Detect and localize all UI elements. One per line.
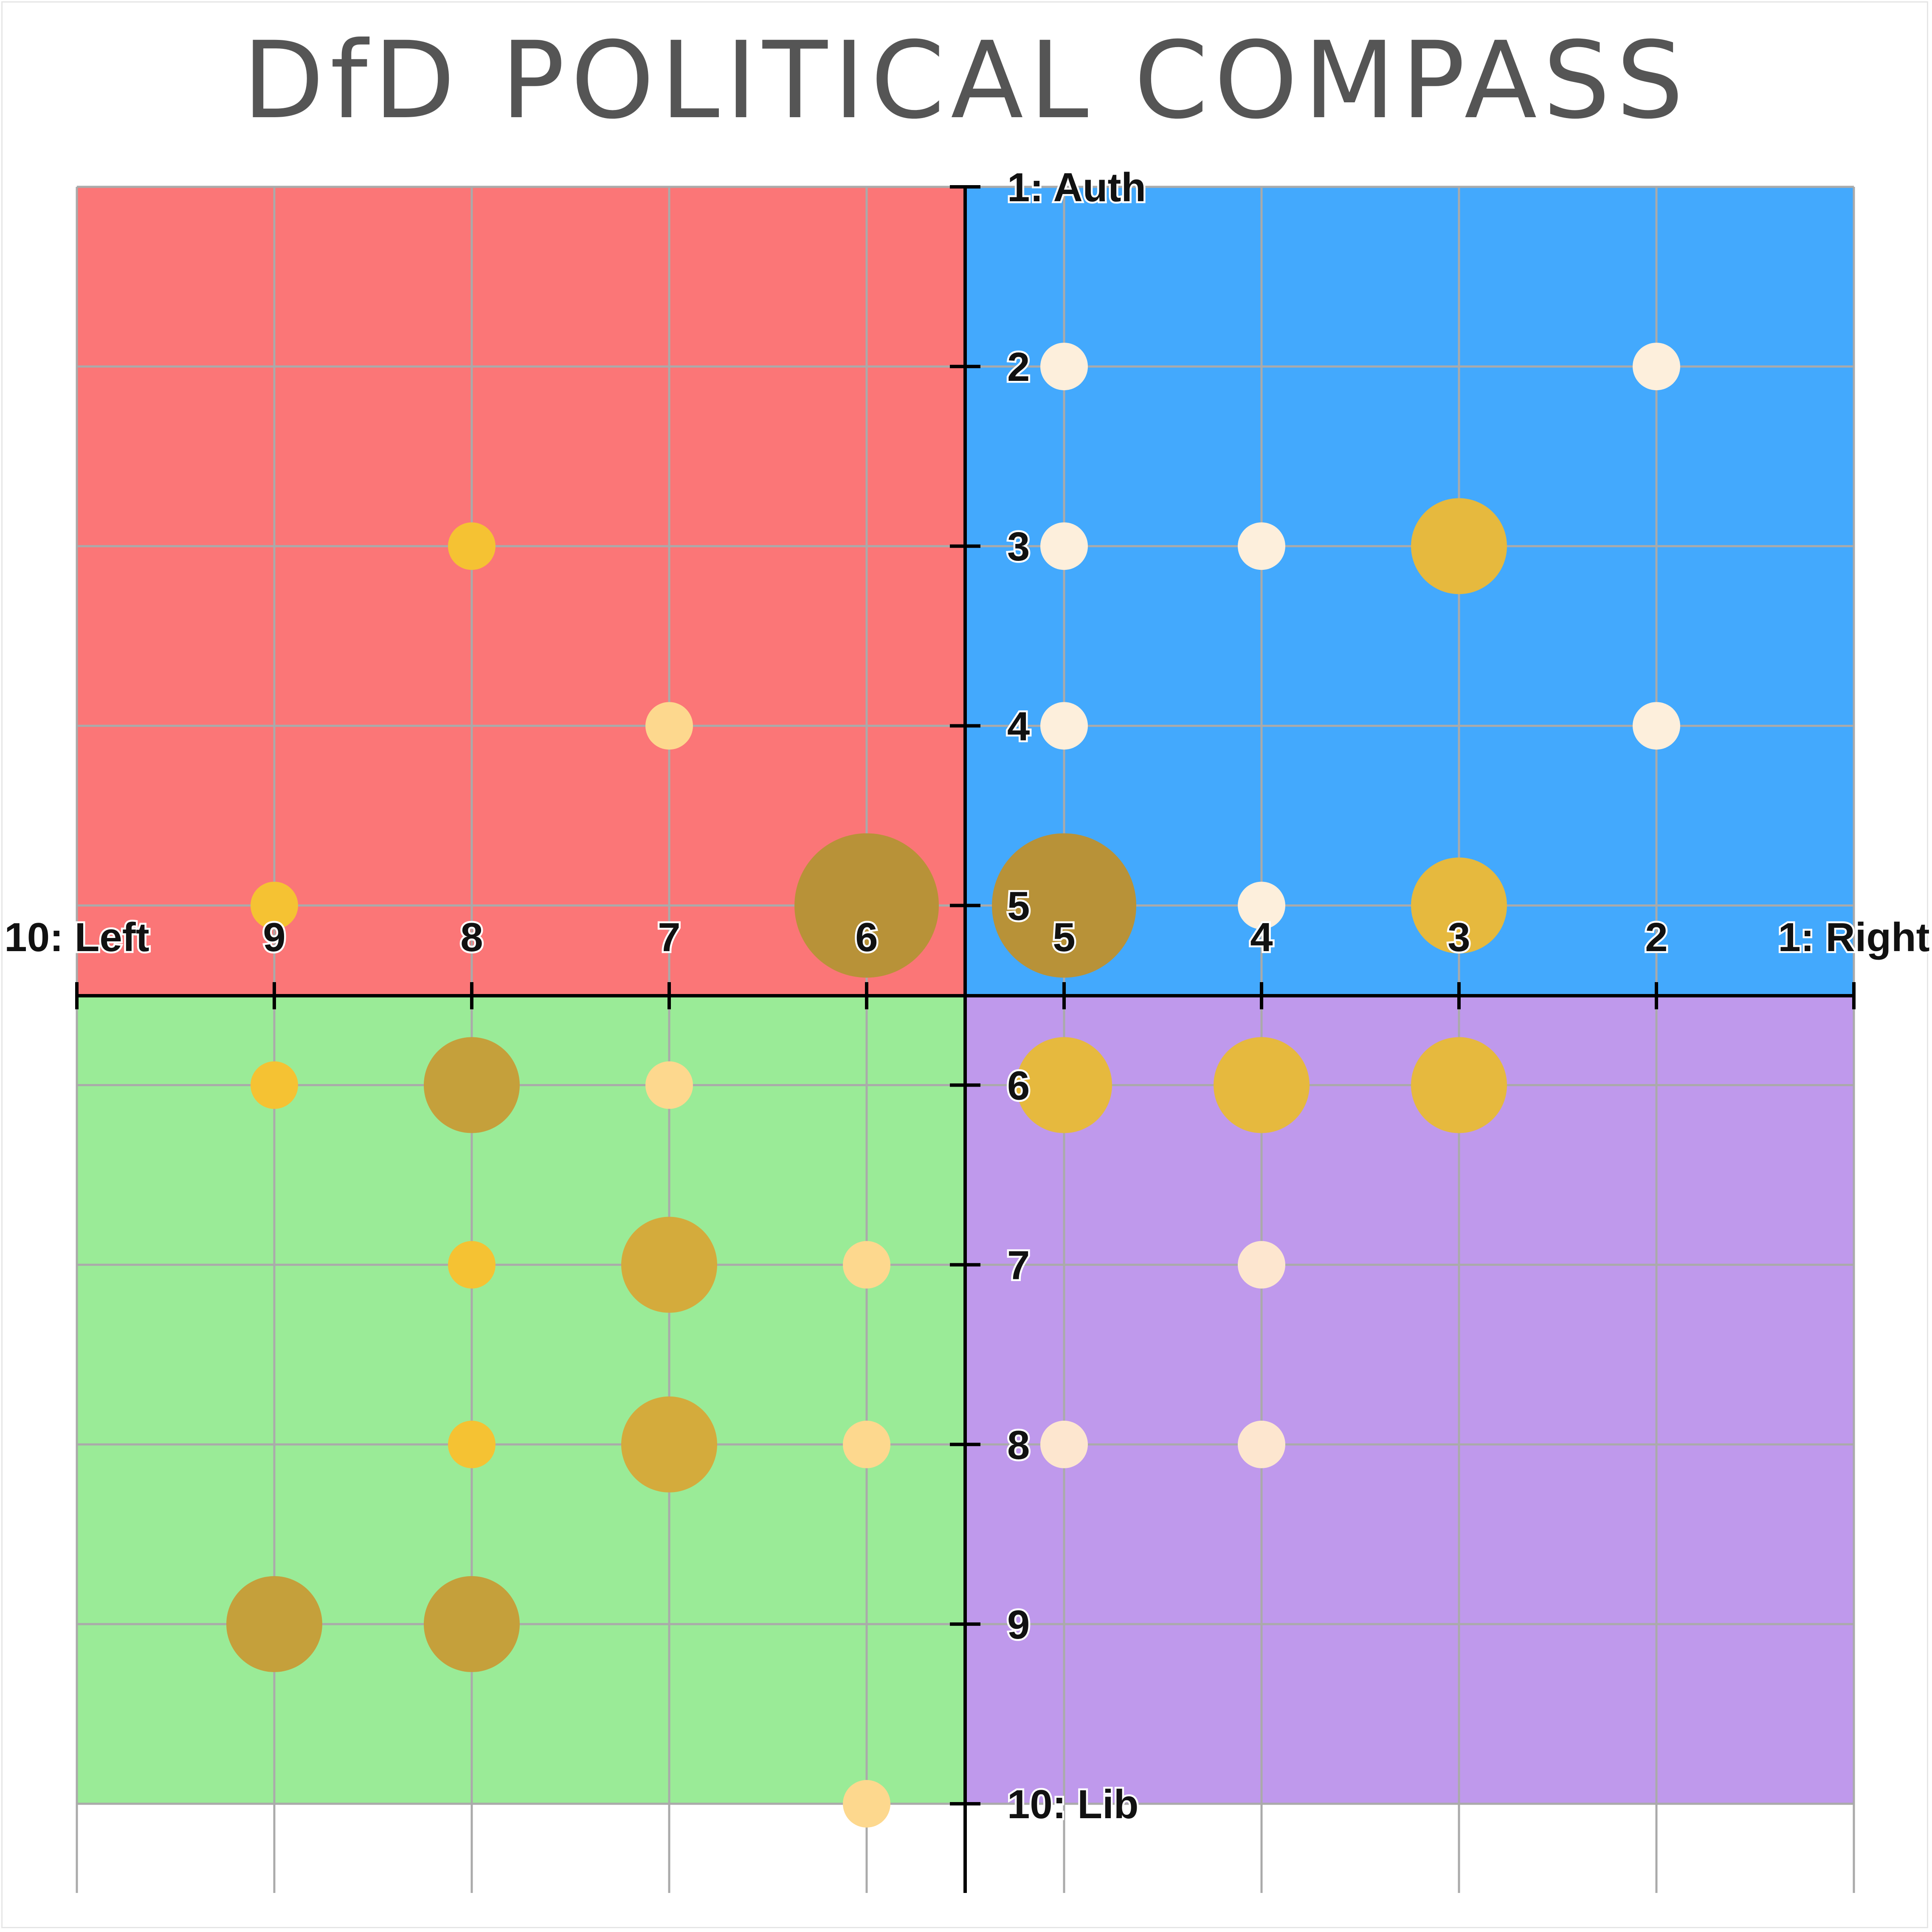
chart-title: DfD POLITICAL COMPASS: [242, 19, 1690, 142]
data-point: [794, 833, 939, 978]
data-point: [251, 1061, 298, 1109]
x-tick-label: 5: [1053, 915, 1075, 960]
data-point: [448, 1420, 496, 1468]
data-point: [226, 1576, 322, 1672]
data-point: [1411, 498, 1507, 594]
x-tick-label: 1: Right: [1778, 915, 1929, 960]
data-point: [1016, 1037, 1112, 1133]
data-point: [1214, 1037, 1310, 1133]
data-point: [1238, 1241, 1285, 1289]
y-tick-label: 7: [1007, 1243, 1030, 1288]
y-tick-label: 10: Lib: [1007, 1782, 1138, 1827]
y-tick-label: 9: [1007, 1602, 1030, 1648]
data-point: [645, 702, 693, 750]
data-point: [1411, 1037, 1507, 1133]
data-point: [1040, 343, 1088, 391]
x-tick-label: 10: Left: [4, 915, 149, 960]
y-tick-label: 5: [1007, 883, 1030, 929]
data-point: [1238, 1420, 1285, 1468]
data-point: [621, 1396, 717, 1493]
axis-layer: [75, 185, 1856, 1893]
data-point: [448, 1241, 496, 1289]
x-tick-label: 4: [1250, 915, 1273, 960]
quadrant-lib-left: [77, 996, 965, 1804]
data-point: [843, 1780, 890, 1828]
data-point: [843, 1420, 890, 1468]
data-point: [621, 1217, 717, 1313]
x-tick-label: 8: [460, 915, 483, 960]
quadrant-layer: [77, 187, 1854, 1804]
x-tick-label: 6: [855, 915, 878, 960]
y-tick-label: 1: Auth: [1007, 165, 1146, 210]
quadrant-lib-right: [965, 996, 1854, 1804]
data-point: [1238, 522, 1285, 570]
data-point: [1411, 857, 1507, 954]
data-point: [1040, 1420, 1088, 1468]
bubble-layer: [226, 343, 1680, 1828]
x-tick-label: 2: [1645, 915, 1667, 960]
y-tick-label: 6: [1007, 1063, 1030, 1109]
x-tick-label: 9: [263, 915, 285, 960]
label-layer: 10: Left 9 8 7 6 5 4 3 2 1: Right 1: Auth 2 3 4 5 6 7 8 9 1…: [3, 163, 1932, 1829]
data-point: [251, 882, 298, 929]
y-tick-label: 8: [1007, 1422, 1030, 1468]
data-point: [645, 1061, 693, 1109]
data-point: [424, 1037, 520, 1133]
data-point: [992, 833, 1136, 978]
data-point: [1633, 343, 1680, 391]
data-point: [448, 522, 496, 570]
x-tick-label: 3: [1448, 915, 1470, 960]
data-point: [1633, 702, 1680, 750]
y-tick-label: 2: [1007, 344, 1030, 390]
y-tick-label: 3: [1007, 524, 1030, 569]
x-tick-label: 7: [658, 915, 680, 960]
y-tick-label: 4: [1007, 704, 1030, 749]
data-point: [424, 1576, 520, 1672]
data-point: [1040, 702, 1088, 750]
data-point: [1238, 882, 1285, 929]
data-point: [843, 1241, 890, 1289]
data-point: [1040, 522, 1088, 570]
